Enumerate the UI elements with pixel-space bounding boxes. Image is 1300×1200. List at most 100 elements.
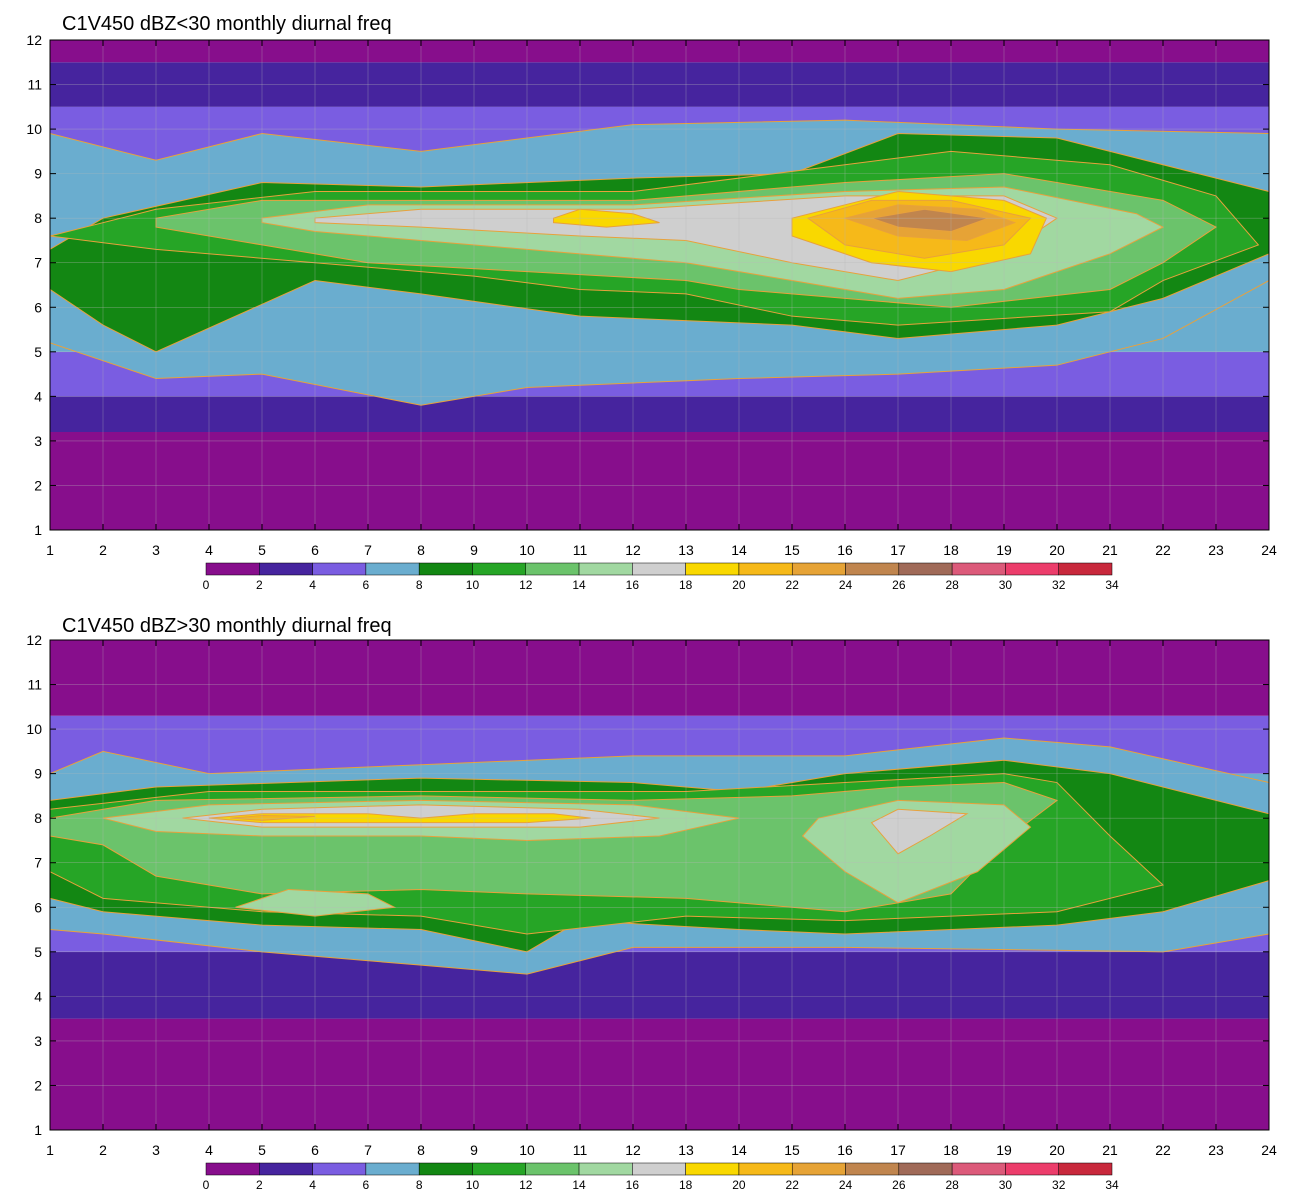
x-tick-label: 15 (784, 542, 800, 558)
grid-lines (50, 40, 1269, 530)
y-tick-label: 11 (27, 77, 42, 93)
y-tick-label: 5 (34, 944, 42, 960)
colorbar-tick-label: 6 (363, 1178, 370, 1192)
x-tick-label: 21 (1102, 542, 1118, 558)
x-tick-label: 23 (1208, 1142, 1224, 1158)
x-tick-label: 2 (99, 542, 107, 558)
x-tick-label: 7 (364, 542, 372, 558)
colorbar-swatch (898, 562, 953, 576)
x-tick-label: 24 (1261, 542, 1277, 558)
colorbar-swatch (418, 1162, 473, 1176)
colorbar-tick-label: 30 (999, 1178, 1013, 1192)
colorbar-swatch (205, 1162, 260, 1176)
plot-frame (49, 39, 1270, 531)
y-tick-label: 7 (34, 255, 42, 271)
x-tick-label: 6 (311, 1142, 319, 1158)
x-tick-label: 5 (258, 542, 266, 558)
x-tick-label: 2 (99, 1142, 107, 1158)
x-tick-label: 10 (519, 542, 535, 558)
x-tick-label: 3 (152, 542, 160, 558)
colorbar-swatch (845, 562, 900, 576)
x-tick-label: 20 (1049, 1142, 1065, 1158)
x-tick-label: 6 (311, 542, 319, 558)
y-tick-label: 6 (34, 299, 42, 315)
colorbar-tick-label: 34 (1105, 578, 1119, 592)
x-tick-label: 12 (625, 542, 641, 558)
top-chart-title: C1V450 dBZ<30 monthly diurnal freq (62, 13, 392, 35)
y-tick-label: 1 (34, 1122, 42, 1138)
x-tick-label: 11 (573, 1142, 588, 1158)
x-tick-label: 8 (417, 542, 425, 558)
y-tick-label: 6 (34, 899, 42, 915)
x-tick-label: 1 (46, 542, 54, 558)
colorbar-swatch (1058, 1162, 1113, 1176)
y-tick-label: 1 (34, 522, 42, 538)
x-tick-label: 19 (996, 1142, 1012, 1158)
colorbar-swatch (685, 1162, 740, 1176)
y-tick-label: 2 (34, 1077, 42, 1093)
x-tick-label: 17 (890, 542, 906, 558)
colorbar-swatch (418, 562, 473, 576)
y-tick-label: 2 (34, 477, 42, 493)
x-tick-label: 16 (837, 542, 853, 558)
contour-region-14 (801, 799, 1032, 904)
x-tick-label: 22 (1155, 1142, 1171, 1158)
colorbar-tick-label: 12 (519, 578, 533, 592)
colorbar-tick-label: 22 (786, 1178, 800, 1192)
colorbar-tick-label: 10 (466, 578, 480, 592)
contour-region-24 (871, 208, 989, 233)
x-tick-label: 23 (1208, 542, 1224, 558)
top-colorbar: 0 2 4 6 8 10 12 14 16 18 20 22 24 26 28 30 32 34 (203, 562, 1119, 592)
colorbar-tick-label: 16 (626, 578, 640, 592)
top-plot-area (50, 40, 1269, 530)
x-tick-label: 21 (1102, 1142, 1118, 1158)
colorbar-tick-label: 2 (256, 1178, 263, 1192)
colorbar-tick-label: 16 (626, 1178, 640, 1192)
colorbar-tick-label: 34 (1105, 1178, 1119, 1192)
colorbar-tick-label: 18 (679, 1178, 693, 1192)
colorbar-swatch (578, 1162, 633, 1176)
x-tick-label: 4 (205, 542, 213, 558)
colorbar-swatch (951, 562, 1006, 576)
y-tick-label: 12 (26, 32, 42, 48)
x-tick-label: 14 (731, 542, 747, 558)
colorbar-tick-label: 26 (892, 578, 906, 592)
x-tick-label: 20 (1049, 542, 1065, 558)
colorbar-swatch (1005, 562, 1059, 576)
colorbar-swatch (312, 562, 367, 576)
x-tick-label: 12 (625, 1142, 641, 1158)
y-tick-label: 8 (34, 810, 42, 826)
plot-frame (49, 639, 1270, 1131)
x-tick-label: 7 (364, 1142, 372, 1158)
colorbar-tick-label: 6 (363, 578, 370, 592)
colorbar-swatch (791, 1162, 846, 1176)
x-tick-label: 16 (837, 1142, 853, 1158)
x-tick-label: 9 (470, 542, 478, 558)
colorbar-swatch (259, 562, 313, 576)
x-tick-label: 11 (573, 542, 588, 558)
colorbar-swatch (791, 562, 846, 576)
y-tick-label: 5 (34, 344, 42, 360)
colorbar-tick-label: 8 (416, 578, 423, 592)
colorbar-tick-label: 20 (732, 1178, 746, 1192)
y-tick-label: 9 (34, 766, 42, 782)
background-band (50, 396, 1269, 432)
background-band (50, 640, 1269, 716)
colorbar-tick-label: 28 (945, 578, 959, 592)
top-axes: 1 2 3 4 5 6 7 8 9 10 11 12 13 14 15 16 17 18 19 20 21 22 23 241… (26, 32, 1277, 558)
bottom-axes: 1 2 3 4 5 6 7 8 9 10 11 12 13 14 15 16 17 18 19 20 21 22 23 241… (26, 632, 1277, 1158)
colorbar-tick-label: 0 (203, 1178, 210, 1192)
colorbar-tick-label: 24 (839, 1178, 853, 1192)
y-tick-label: 3 (34, 1033, 42, 1049)
colorbar-swatch (738, 562, 793, 576)
x-tick-label: 10 (519, 1142, 535, 1158)
bottom-colorbar: 0 2 4 6 8 10 12 14 16 18 20 22 24 26 28 30 32 34 (203, 1162, 1119, 1192)
y-tick-label: 3 (34, 433, 42, 449)
x-tick-label: 15 (784, 1142, 800, 1158)
contour-region-16 (870, 808, 969, 855)
colorbar-swatch (365, 562, 420, 576)
colorbar-tick-label: 30 (999, 578, 1013, 592)
x-tick-label: 18 (943, 1142, 959, 1158)
